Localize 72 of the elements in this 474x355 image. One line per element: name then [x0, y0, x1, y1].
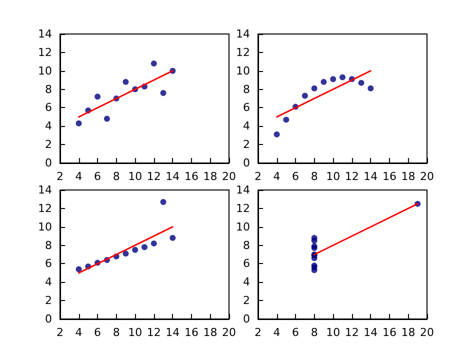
- x-tick-label: 10: [128, 170, 142, 183]
- y-tick-label: 10: [38, 64, 52, 78]
- y-tick-label: 14: [38, 28, 52, 40]
- x-tick-label: 20: [222, 326, 236, 339]
- x-tick-label: 14: [364, 326, 378, 339]
- y-tick-label: 6: [243, 101, 250, 114]
- y-tick-label: 12: [38, 46, 52, 59]
- x-tick-label: 18: [401, 170, 416, 183]
- x-tick-label: 4: [75, 326, 82, 339]
- x-tick-label: 12: [146, 326, 161, 339]
- x-tick-label: 12: [344, 326, 359, 339]
- x-tick-label: 8: [310, 326, 318, 339]
- y-tick-label: 8: [45, 238, 52, 252]
- y-tick-label: 2: [45, 138, 52, 152]
- y-tick-label: 2: [45, 294, 52, 308]
- x-tick-label: 4: [273, 326, 280, 339]
- y-tick-label: 12: [236, 202, 250, 215]
- x-tick-label: 20: [420, 170, 434, 183]
- x-tick-label: 18: [203, 170, 218, 183]
- y-tick-label: 12: [38, 202, 52, 215]
- x-tick-label: 2: [56, 170, 64, 183]
- y-tick-label: 0: [243, 156, 250, 170]
- y-tick-label: 2: [243, 138, 250, 152]
- y-tick-label: 8: [45, 82, 52, 96]
- x-tick-label: 16: [382, 326, 396, 339]
- y-tick-label: 8: [243, 238, 250, 252]
- x-tick-label: 4: [273, 170, 280, 183]
- x-tick-label: 2: [254, 170, 262, 183]
- x-tick-label: 16: [382, 170, 396, 183]
- x-tick-label: 6: [292, 170, 300, 183]
- x-tick-label: 10: [128, 326, 142, 339]
- x-tick-label: 6: [94, 170, 102, 183]
- y-tick-label: 4: [243, 120, 250, 133]
- y-tick-label: 14: [236, 184, 250, 196]
- x-tick-label: 10: [326, 326, 340, 339]
- y-tick-label: 0: [45, 312, 52, 326]
- y-tick-label: 0: [45, 156, 52, 170]
- y-tick-label: 10: [236, 64, 250, 78]
- y-tick-label: 6: [243, 257, 250, 270]
- y-tick-label: 14: [236, 28, 250, 40]
- y-tick-label: 4: [45, 120, 52, 133]
- x-tick-label: 16: [184, 170, 198, 183]
- y-tick-label: 6: [45, 257, 52, 270]
- x-tick-label: 4: [75, 170, 82, 183]
- x-tick-label: 20: [420, 326, 434, 339]
- y-tick-label: 0: [243, 312, 250, 326]
- x-tick-label: 2: [254, 326, 262, 339]
- x-tick-label: 2: [56, 326, 64, 339]
- y-tick-label: 4: [45, 276, 52, 289]
- x-tick-label: 14: [166, 170, 180, 183]
- x-tick-label: 14: [166, 326, 180, 339]
- x-tick-label: 12: [146, 170, 161, 183]
- x-tick-label: 16: [184, 326, 198, 339]
- x-tick-label: 20: [222, 170, 236, 183]
- y-tick-label: 10: [38, 220, 52, 234]
- y-tick-label: 12: [236, 46, 250, 59]
- y-tick-label: 10: [236, 220, 250, 234]
- y-tick-label: 8: [243, 82, 250, 96]
- x-tick-label: 12: [344, 170, 359, 183]
- x-tick-label: 18: [401, 326, 416, 339]
- y-tick-label: 2: [243, 294, 250, 308]
- y-tick-label: 14: [38, 184, 52, 196]
- x-tick-label: 18: [203, 326, 218, 339]
- x-tick-label: 8: [112, 326, 120, 339]
- y-tick-label: 4: [243, 276, 250, 289]
- x-tick-label: 8: [112, 170, 120, 183]
- x-tick-label: 10: [326, 170, 340, 183]
- x-tick-label: 6: [94, 326, 102, 339]
- y-tick-label: 6: [45, 101, 52, 114]
- x-tick-label: 8: [310, 170, 318, 183]
- x-tick-label: 6: [292, 326, 300, 339]
- x-tick-label: 14: [364, 170, 378, 183]
